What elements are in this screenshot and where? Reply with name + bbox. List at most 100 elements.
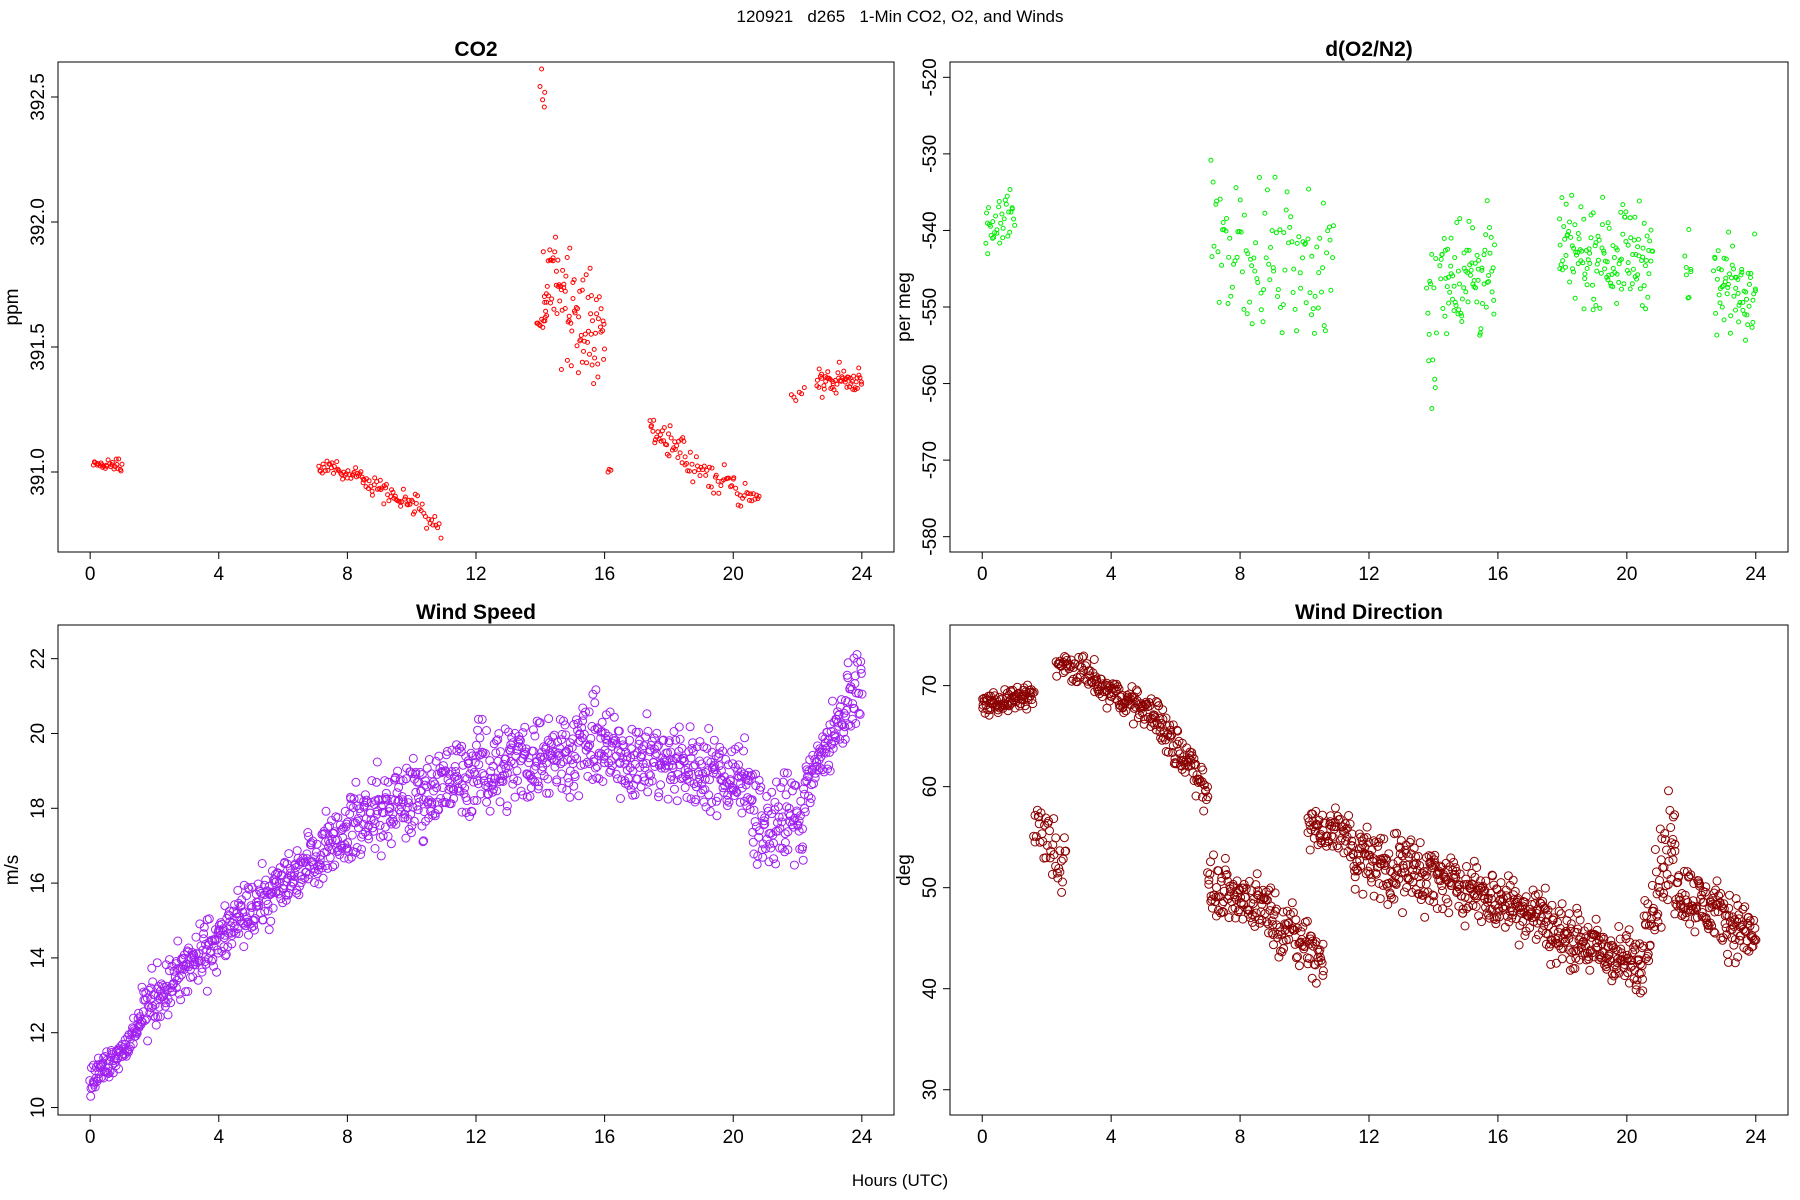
o2-data-point [1626,270,1632,276]
wind-direction-data-point [1620,971,1630,981]
o2-data-point [1311,330,1317,336]
wind-direction-data-point [1172,739,1182,749]
wind-speed-data-point [854,708,864,718]
o2-data-point [1611,255,1617,260]
wind-speed-data-point [722,795,732,805]
co2-data-point [703,472,709,478]
wind-speed-data-point [543,774,553,784]
wind-speed-data-point [148,1001,158,1011]
o2-data-point [1593,303,1599,308]
co2-data-point [372,475,378,481]
wind-speed-data-point [810,773,820,783]
o2-data-point [1620,202,1626,208]
wind-speed-data-point [608,738,618,748]
o2-data-point [1473,285,1478,291]
wind-speed-data-point [771,859,781,869]
wind-speed-data-point [94,1053,103,1063]
wind-speed-data-point [782,768,792,778]
wind-speed-data-point [676,774,686,784]
wind-direction-y-tick-label: 30 [920,1079,941,1100]
o2-data-point [1472,260,1478,266]
wind-speed-data-point [495,797,505,807]
wind-speed-data-point [639,772,649,782]
o2-y-tick-label: -520 [920,58,941,96]
wind-direction-data-point [1719,904,1729,914]
o2-data-point [1005,233,1011,239]
o2-data-point [1309,253,1315,259]
wind-direction-data-point [1492,912,1502,922]
o2-data-point [1716,292,1722,298]
o2-data-point [1279,330,1285,336]
wind-direction-data-point [1533,889,1543,899]
wind-direction-data-point [1733,952,1743,962]
wind-speed-data-point [542,758,551,768]
co2-data-point [109,460,115,465]
wind-direction-data-point [1239,879,1249,889]
wind-speed-data-point [411,767,421,777]
wind-direction-data-point [1358,889,1368,899]
co2-data-point [560,267,566,273]
o2-data-point [1727,271,1732,277]
wind-direction-data-point [1157,718,1166,728]
wind-speed-data-point [851,719,861,728]
o2-data-point [1486,273,1492,278]
o2-data-point [991,234,997,240]
co2-data-point [569,328,575,334]
co2-data-point [721,462,727,468]
wind-direction-data-point [1640,896,1650,905]
wind-speed-data-point [809,779,818,789]
o2-data-point [1740,307,1746,313]
wind-speed-data-point [695,774,705,784]
wind-direction-data-point [1549,925,1559,935]
wind-speed-data-point [489,778,499,788]
o2-data-point [1213,201,1219,207]
co2-data-point [377,477,383,483]
o2-data-point [1590,307,1596,313]
wind-direction-data-point [1330,803,1340,813]
co2-data-point [353,465,359,471]
wind-direction-data-point [1028,688,1038,698]
o2-data-point [1601,250,1607,256]
wind-speed-data-point [597,717,607,727]
o2-data-point [1458,310,1464,316]
wind-speed-data-point [477,714,487,724]
wind-speed-data-point [641,732,651,742]
co2-data-point [568,363,574,369]
co2-data-point [593,297,599,303]
co2-data-point [708,484,714,490]
wind-direction-data-point [1668,812,1678,822]
co2-data-point [418,508,424,513]
wind-speed-data-point [591,685,601,695]
wind-direction-data-point [1520,931,1530,940]
wind-direction-data-point [1653,917,1663,927]
wind-speed-data-point [775,823,785,833]
wind-speed-data-point [565,792,575,802]
o2-data-point [1744,296,1749,302]
o2-data-point [1683,265,1689,270]
co2-data-point [831,387,837,393]
wind-direction-data-point [1307,973,1317,983]
wind-speed-data-point [759,816,769,826]
wind-speed-data-point [762,791,772,801]
o2-data-point [1479,265,1485,271]
wind-speed-data-point [533,777,543,787]
co2-data-point [578,332,584,338]
wind-speed-data-point [258,915,268,925]
co2-data-point [579,359,585,365]
wind-direction-data-point [1384,849,1394,859]
wind-speed-data-point [767,787,777,797]
wind-direction-data-point [1647,880,1657,890]
o2-data-point [1579,248,1585,254]
wind-direction-data-point [1551,958,1561,968]
o2-data-point [1488,234,1494,240]
wind-direction-data-point [1422,872,1432,881]
wind-speed-data-point [672,796,682,806]
co2-data-point [704,467,710,473]
wind-direction-data-point [1592,925,1602,935]
wind-speed-data-point [840,722,850,732]
co2-data-point [733,485,739,491]
wind-direction-data-point [1657,834,1667,844]
o2-data-point [1282,267,1288,273]
o2-data-point [1215,249,1221,255]
wind-direction-data-point [1064,664,1074,674]
